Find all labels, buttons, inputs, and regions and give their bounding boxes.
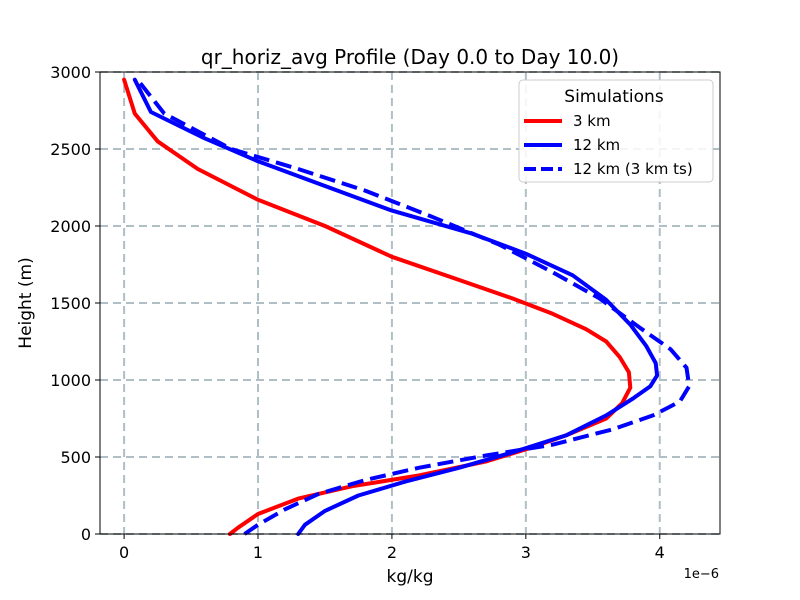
x-tick-label: 2 (387, 543, 397, 562)
x-tick-label: 1 (253, 543, 263, 562)
x-axis-label: kg/kg (387, 567, 434, 587)
x-axis: 0 1 2 3 4 (119, 534, 665, 562)
y-tick-label: 3000 (50, 63, 91, 82)
y-axis-label: Height (m) (16, 257, 36, 348)
x-tick-label: 4 (655, 543, 665, 562)
y-tick-label: 500 (60, 448, 91, 467)
legend-box (518, 79, 714, 183)
x-tick-label: 0 (119, 543, 129, 562)
y-axis: 0 500 1000 1500 2000 2500 3000 (50, 63, 100, 544)
legend-label-1: 3 km (573, 112, 611, 130)
legend: Simulations 3 km 12 km 12 km (3 km ts) (518, 79, 714, 183)
legend-label-2: 12 km (573, 136, 620, 154)
chart-title: qr_horiz_avg Profile (Day 0.0 to Day 10.… (201, 45, 619, 69)
x-axis-offset-label: 1e−6 (684, 567, 719, 582)
legend-title: Simulations (564, 87, 664, 107)
y-tick-label: 2000 (50, 217, 91, 236)
legend-entries: 3 km 12 km 12 km (3 km ts) (524, 112, 693, 178)
legend-label-3: 12 km (3 km ts) (573, 160, 693, 178)
y-tick-label: 1000 (50, 371, 91, 390)
y-tick-label: 0 (81, 525, 91, 544)
x-tick-label: 3 (521, 543, 531, 562)
series-layer (122, 77, 692, 536)
series-line-3 (135, 78, 692, 536)
series-line-1 (122, 77, 633, 536)
y-tick-label: 2500 (50, 140, 91, 159)
y-tick-label: 1500 (50, 294, 91, 313)
grid-lines (100, 71, 720, 535)
series-line-2 (132, 77, 660, 536)
